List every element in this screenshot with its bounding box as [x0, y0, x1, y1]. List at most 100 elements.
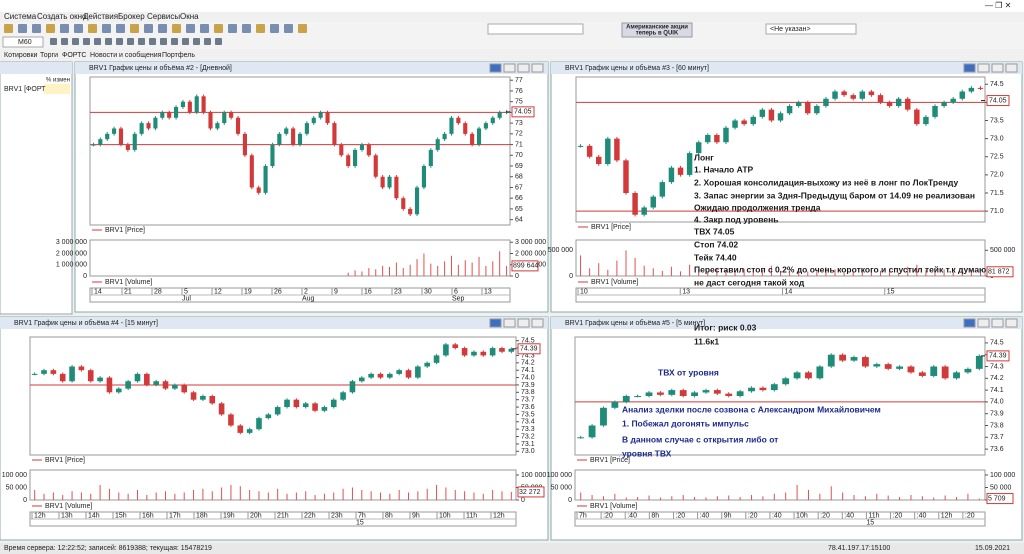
candle: [229, 112, 234, 118]
menu-item[interactable]: Система: [4, 12, 37, 21]
interval-box[interactable]: [2, 36, 44, 48]
x-tick-label: :40: [917, 512, 927, 519]
tool-icon[interactable]: [94, 38, 101, 45]
tool-icon[interactable]: [256, 24, 265, 33]
tool-icon[interactable]: [182, 38, 189, 45]
tool-icon[interactable]: [284, 24, 293, 33]
x-tick-label: 21: [124, 288, 132, 295]
candle: [702, 390, 710, 393]
candle: [862, 357, 869, 367]
y-tick-label: 74.3: [521, 352, 535, 359]
x-tick-label: 26: [274, 288, 282, 295]
tool-icon[interactable]: [172, 24, 181, 33]
y-tick-label: 70: [515, 152, 523, 159]
tool-icon[interactable]: [61, 38, 68, 45]
tool-icon[interactable]: [158, 24, 167, 33]
tool-icon[interactable]: [193, 38, 200, 45]
tool-icon[interactable]: [200, 24, 209, 33]
tool-icon[interactable]: [74, 24, 83, 33]
x-tick-label: :20: [965, 512, 975, 519]
tool-icon[interactable]: [116, 24, 125, 33]
tool-icon[interactable]: [105, 38, 112, 45]
x-tick-label: 9h: [412, 512, 420, 519]
tab[interactable]: Торги: [40, 52, 58, 59]
window-button[interactable]: [977, 63, 990, 73]
tool-icon[interactable]: [204, 38, 211, 45]
window-button[interactable]: [991, 63, 1004, 73]
y-tick-label: 73.0: [990, 135, 1004, 142]
tool-icon[interactable]: [215, 38, 222, 45]
menu-item[interactable]: Сервисы: [147, 12, 180, 21]
candle: [69, 366, 75, 382]
window-button[interactable]: [963, 63, 976, 73]
tool-icon[interactable]: [88, 24, 97, 33]
menu-item[interactable]: Создать окно: [37, 12, 87, 21]
window-button[interactable]: [517, 63, 530, 73]
window-button[interactable]: [517, 318, 530, 328]
server-status: Время сервера: 12:22:52; записей: 861938…: [4, 544, 212, 552]
tab[interactable]: Портфель: [162, 52, 195, 59]
window-button[interactable]: [503, 63, 516, 73]
tool-icon[interactable]: [32, 24, 41, 33]
candle: [770, 384, 778, 391]
instrument[interactable]: BRV1 [ФОРТ: [4, 86, 46, 93]
tool-icon[interactable]: [130, 24, 139, 33]
tool-icon[interactable]: [60, 24, 69, 33]
tool-icon[interactable]: [102, 24, 111, 33]
menu-item[interactable]: Действия: [83, 12, 118, 21]
tool-icon[interactable]: [171, 38, 178, 45]
candle: [805, 372, 812, 379]
tool-icon[interactable]: [116, 38, 123, 45]
account-box[interactable]: [765, 23, 857, 35]
tool-icon[interactable]: [18, 24, 27, 33]
tab[interactable]: ФОРТС: [62, 52, 86, 59]
tool-icon[interactable]: [298, 24, 307, 33]
window-button[interactable]: [503, 318, 516, 328]
x-tick-label: 13h: [61, 512, 73, 519]
tool-icon[interactable]: [72, 38, 79, 45]
window-button[interactable]: [489, 63, 502, 73]
y-tick-label: 73.5: [521, 411, 535, 418]
window-button[interactable]: [977, 318, 990, 328]
tool-icon[interactable]: [50, 38, 57, 45]
tool-icon[interactable]: [127, 38, 134, 45]
window-button[interactable]: [1005, 318, 1018, 328]
tool-icon[interactable]: [144, 24, 153, 33]
candle: [242, 133, 247, 156]
tool-icon[interactable]: [270, 24, 279, 33]
tool-icon[interactable]: [4, 24, 13, 33]
tool-icon[interactable]: [160, 38, 167, 45]
search-box[interactable]: [487, 23, 584, 35]
tool-icon[interactable]: [83, 38, 90, 45]
candle: [194, 96, 199, 113]
candle: [850, 357, 858, 361]
y-tick-label: 74.5: [990, 340, 1004, 347]
menu-item[interactable]: Окна: [180, 12, 199, 21]
tab[interactable]: Новости и сообщения: [90, 51, 162, 59]
tool-icon[interactable]: [138, 38, 145, 45]
window-controls[interactable]: — ❐ ✕: [985, 1, 1011, 10]
window-button[interactable]: [991, 318, 1004, 328]
x-tick-label: 21h: [277, 512, 289, 519]
candle: [132, 133, 137, 150]
candle: [741, 120, 747, 125]
tab[interactable]: Котировки: [4, 52, 38, 59]
window-button[interactable]: [531, 318, 544, 328]
candle: [816, 366, 824, 379]
banner[interactable]: [621, 22, 693, 38]
window-button[interactable]: [963, 318, 976, 328]
tool-icon[interactable]: [46, 24, 55, 33]
candle: [748, 387, 755, 392]
x-tick-label: 15h: [115, 512, 127, 519]
tool-icon[interactable]: [214, 24, 223, 33]
y-tick-label: 74.1: [990, 387, 1004, 394]
tool-icon[interactable]: [149, 38, 156, 45]
window-button[interactable]: [489, 318, 502, 328]
window-button[interactable]: [1005, 63, 1018, 73]
tool-icon[interactable]: [186, 24, 195, 33]
menu-item[interactable]: Брокер: [118, 12, 145, 21]
x-tick-label: 10h: [439, 512, 451, 519]
tool-icon[interactable]: [228, 24, 237, 33]
window-button[interactable]: [531, 63, 544, 73]
tool-icon[interactable]: [242, 24, 251, 33]
